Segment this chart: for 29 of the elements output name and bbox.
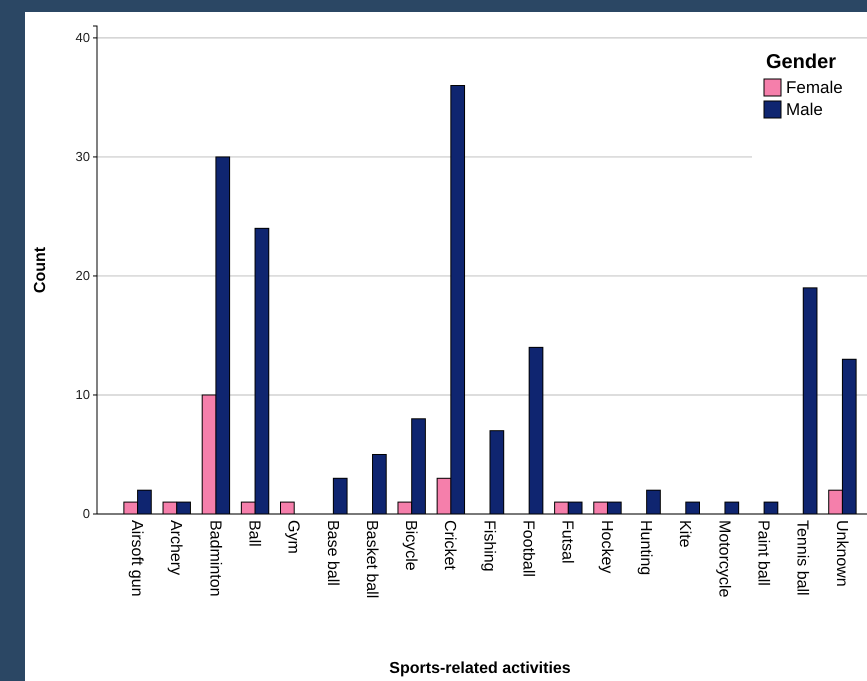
legend-label: Female (786, 78, 843, 97)
x-tick-label: Paint ball (754, 520, 772, 586)
y-tick-label: 10 (76, 387, 90, 402)
x-tick-label: Kite (676, 520, 694, 548)
x-tick-label: Fishing (480, 520, 498, 572)
y-axis-title: Count (32, 246, 49, 294)
x-tick-label: Cricket (441, 520, 458, 570)
x-tick-label: Tennis ball (794, 520, 811, 596)
x-tick-label: Ball (245, 520, 262, 547)
x-tick-label: Badminton (206, 520, 224, 596)
x-tick-label: Futsal (558, 520, 576, 564)
legend-label: Male (786, 100, 823, 119)
x-tick-label: Base ball (324, 520, 341, 586)
x-tick-label: Bicycle (402, 520, 420, 571)
x-tick-label: Hockey (598, 520, 615, 574)
y-tick-label: 0 (82, 506, 90, 522)
y-tick-label: 30 (76, 149, 90, 164)
legend-title: Gender (766, 51, 836, 73)
y-tick-label: 20 (76, 268, 90, 284)
x-tick-label: Motorcycle (715, 520, 732, 598)
x-tick-label: Football (520, 520, 537, 577)
x-tick-label: Gym (284, 520, 302, 554)
x-tick-label: Basket ball (362, 520, 380, 598)
x-tick-label: Archery (167, 520, 184, 576)
y-tick-label: 40 (76, 30, 90, 46)
x-axis-title: Sports-related activities (389, 660, 571, 677)
x-tick-label: Airsoft gun (128, 520, 145, 596)
x-tick-label: Hunting (637, 520, 654, 576)
x-tick-label: Unknown (832, 520, 850, 587)
